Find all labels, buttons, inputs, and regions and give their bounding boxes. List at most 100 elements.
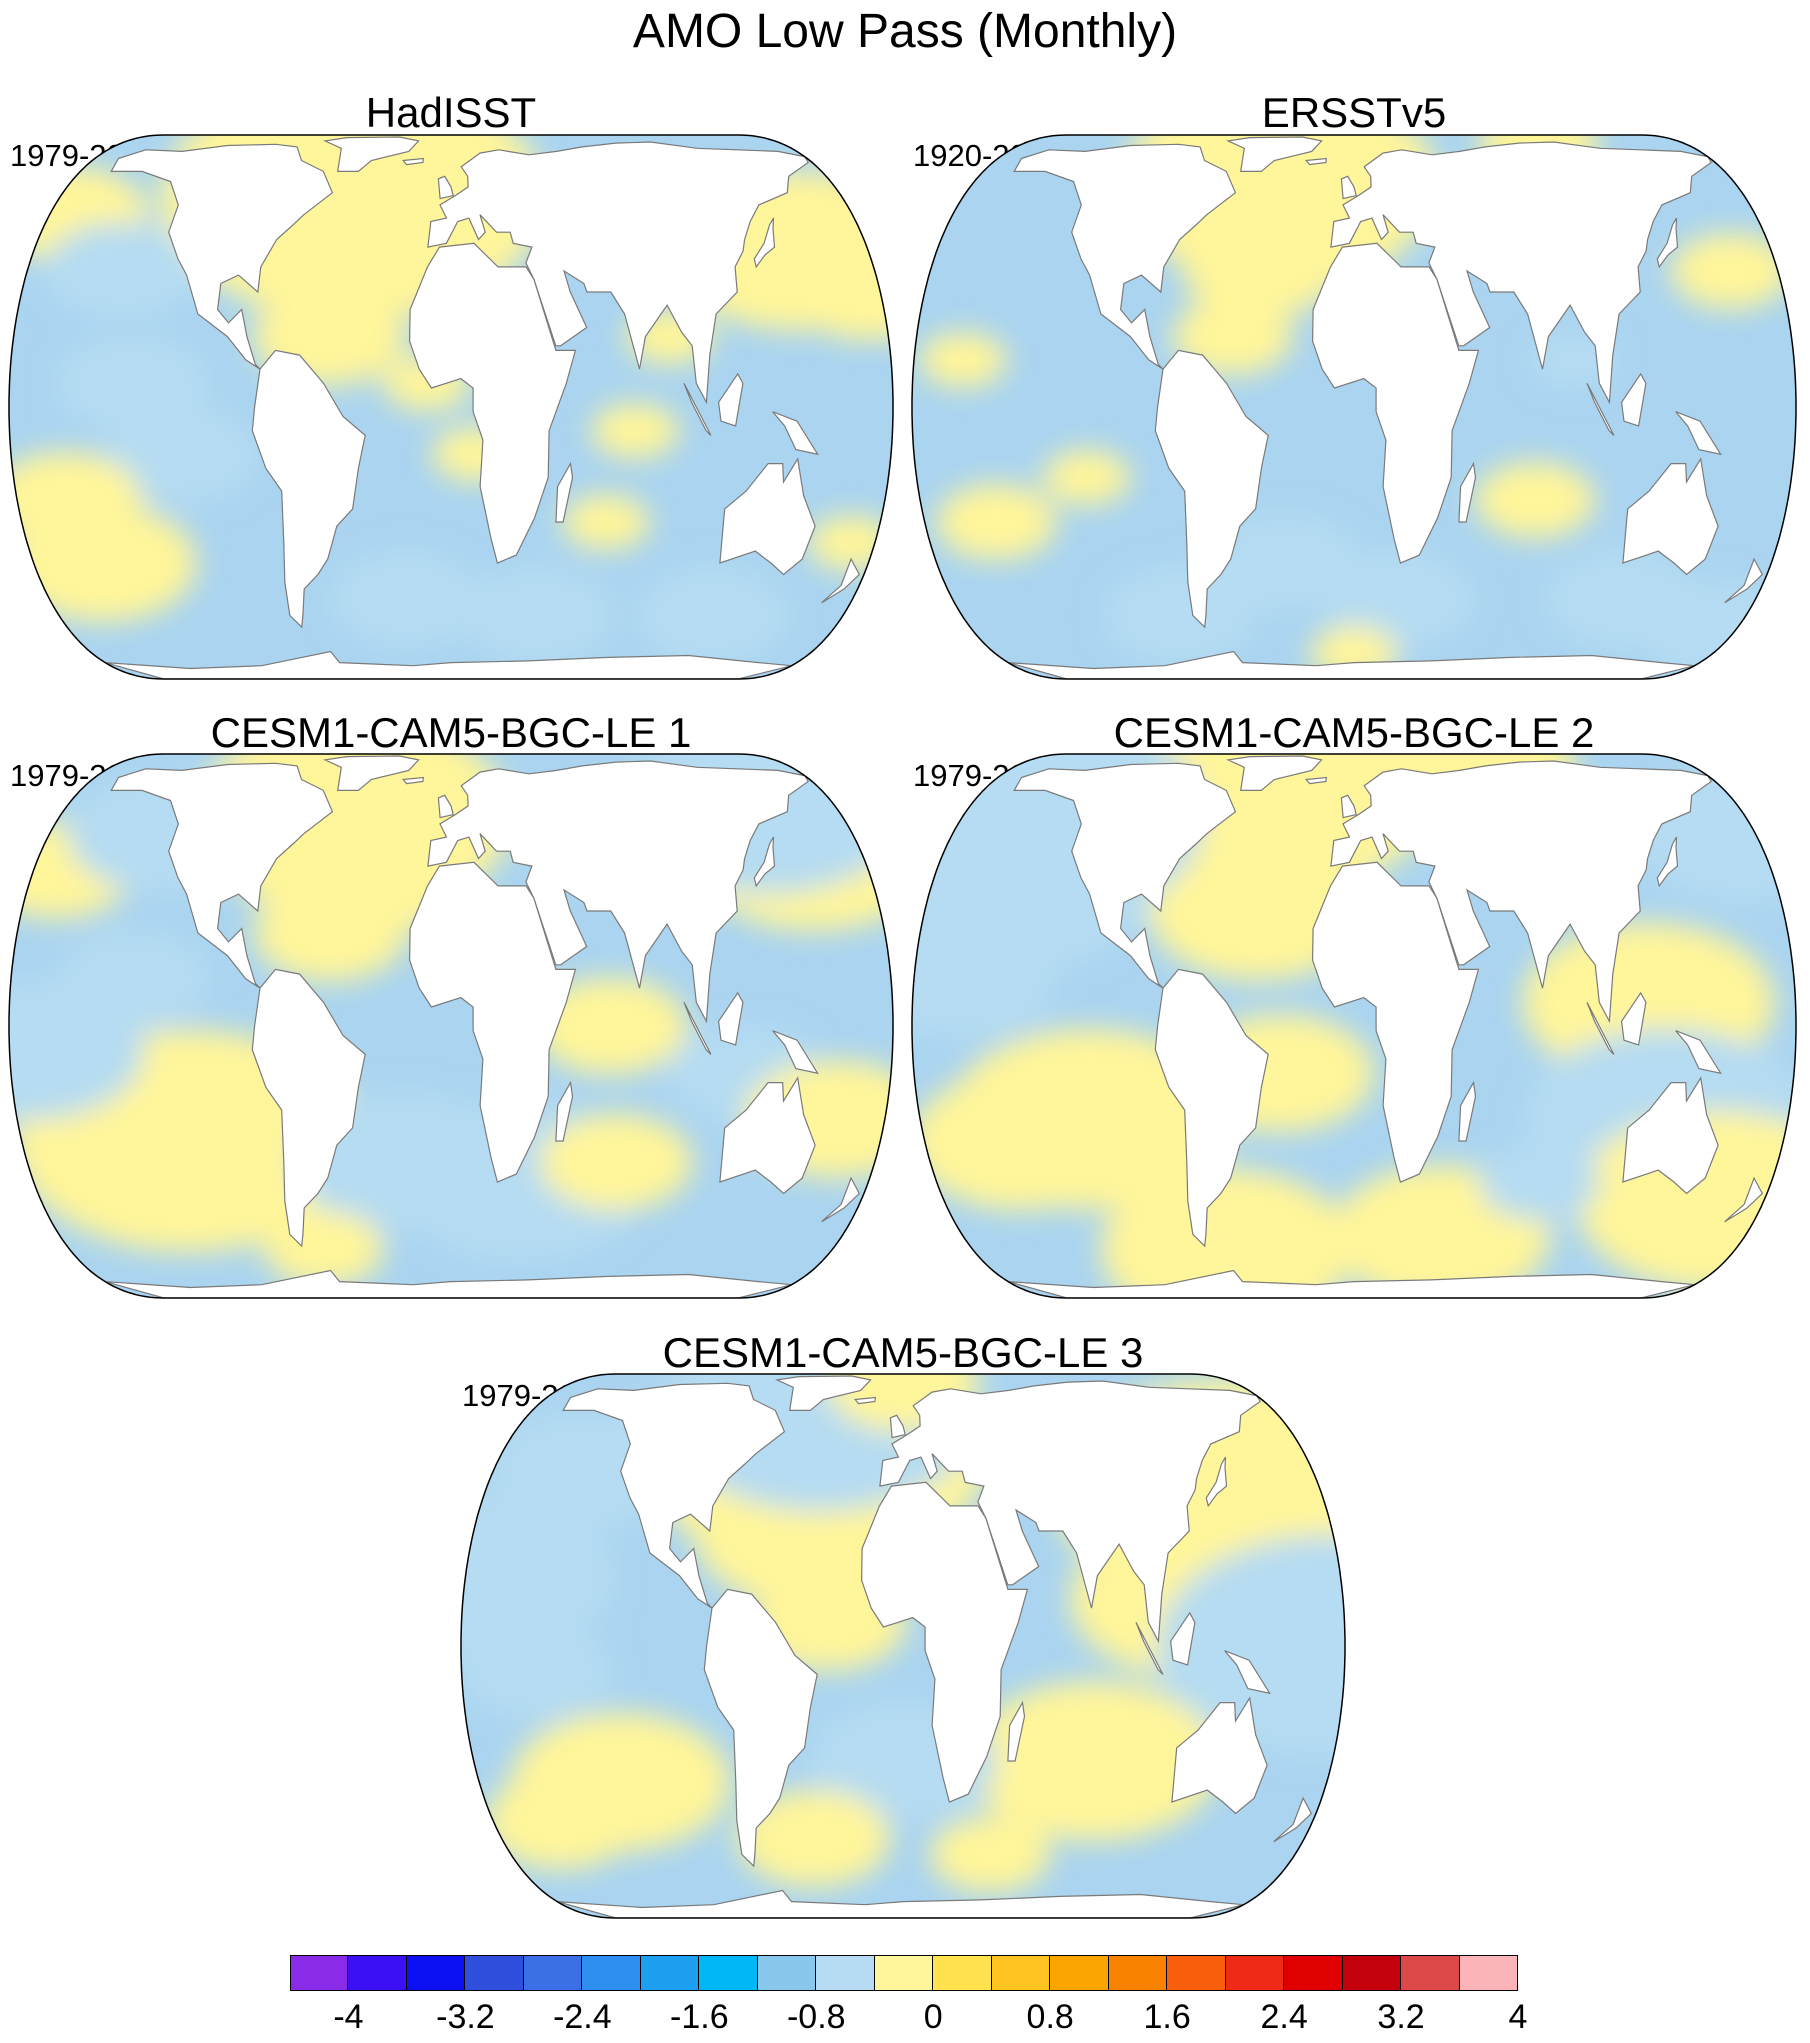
land-britain: [1340, 175, 1357, 200]
land-eurasia: [879, 1380, 1261, 1644]
anomaly-contour: [461, 1495, 616, 1656]
colorbar-box: [1167, 1955, 1226, 1991]
anomaly-contour: [539, 1113, 693, 1211]
colorbar-box: [348, 1955, 407, 1991]
map-border: [911, 753, 1797, 1299]
land-britain: [889, 1414, 906, 1439]
colorbar-box: [1459, 1955, 1518, 1991]
anomaly-contour: [1043, 449, 1131, 505]
panel-title-cesm-le-2: CESM1-CAM5-BGC-LE 2: [1113, 709, 1595, 756]
colorbar: [290, 1955, 1518, 1991]
map-cesm-le-3: [460, 1373, 1346, 1919]
anomaly-contour: [1157, 1534, 1345, 1758]
land-newguinea: [772, 411, 819, 456]
anomaly-contour: [461, 567, 615, 664]
land-namerica: [1013, 143, 1237, 370]
land-eurasia: [1330, 141, 1712, 405]
map-cesm-le-1: [8, 753, 894, 1299]
land-samerica: [251, 968, 366, 1248]
anomaly-contour: [9, 980, 144, 1119]
anomaly-contour: [1100, 1169, 1353, 1298]
figure-title: AMO Low Pass (Monthly): [632, 5, 1178, 58]
land-samerica: [1154, 349, 1269, 629]
anomaly-contour: [1322, 550, 1476, 648]
anomaly-contour: [967, 1681, 1220, 1841]
panel-title-cesm-le-3: CESM1-CAM5-BGC-LE 3: [662, 1329, 1144, 1376]
land-australia: [1622, 1076, 1719, 1195]
anomaly-contour: [329, 550, 483, 648]
colorbar-box: [523, 1955, 583, 1991]
land-newzealand: [1724, 557, 1764, 604]
land-antarctica: [1007, 1269, 1695, 1298]
anomaly-contour: [1208, 514, 1361, 612]
anomaly-contour: [930, 1816, 1051, 1893]
colorbar-box: [757, 1955, 817, 1991]
land-namerica: [562, 1382, 786, 1609]
colorbar-box: [640, 1955, 700, 1991]
land-antarctica: [104, 1269, 792, 1298]
colorbar-tick-label: 4: [1508, 1998, 1528, 2036]
land-borneo: [1620, 991, 1647, 1046]
land-australia: [1171, 1696, 1268, 1815]
land-newzealand: [821, 557, 861, 604]
land-greenland: [1226, 755, 1323, 791]
land-japan: [753, 836, 776, 888]
anomaly-contour: [791, 243, 893, 341]
anomaly-contour: [919, 332, 1007, 388]
map-hadisst: [8, 134, 894, 680]
map-border: [460, 1373, 1346, 1919]
land-antarctica: [1007, 650, 1695, 679]
land-borneo: [1620, 372, 1647, 427]
colorbar-box: [933, 1955, 992, 1991]
land-newzealand: [1724, 1176, 1764, 1223]
land-antarctica: [556, 1889, 1244, 1918]
land-iceland: [1305, 157, 1327, 166]
land-africa: [1311, 861, 1480, 1183]
colorbar-box: [1401, 1955, 1460, 1991]
land-namerica: [110, 762, 334, 989]
land-newzealand: [821, 1176, 861, 1223]
anomaly-contour: [10, 504, 197, 622]
land-sumatra: [1135, 1622, 1164, 1675]
anomaly-contour: [485, 1772, 638, 1870]
anomaly-contour: [1103, 567, 1257, 664]
colorbar-box: [1225, 1955, 1285, 1991]
anomaly-contour: [737, 1789, 891, 1887]
anomaly-contour: [562, 494, 650, 550]
land-newguinea: [1675, 411, 1722, 456]
panel-title-ersstv5: ERSSTv5: [1261, 89, 1447, 136]
anomaly-contour: [912, 1071, 1130, 1211]
land-iceland: [402, 157, 424, 166]
colorbar-box: [699, 1955, 758, 1991]
colorbar-tick-label: -2.4: [553, 1998, 612, 2036]
colorbar-tick-label: 0.8: [1026, 1998, 1074, 2036]
land-greenland: [323, 136, 420, 172]
land-africa: [860, 1481, 1029, 1803]
land-sumatra: [1586, 1002, 1615, 1055]
anomaly-contour: [1670, 233, 1791, 309]
land-australia: [719, 1076, 816, 1195]
land-samerica: [251, 349, 366, 629]
colorbar-box: [816, 1955, 875, 1991]
anomaly-contour: [1479, 1144, 1600, 1220]
land-borneo: [717, 991, 744, 1046]
anomaly-contour: [1474, 462, 1595, 538]
anomaly-contour: [1183, 222, 1337, 320]
colorbar-tick-label: 1.6: [1143, 1998, 1191, 2036]
land-madagascar: [1458, 461, 1477, 523]
land-britain: [1340, 794, 1357, 819]
anomaly-contour: [635, 567, 789, 664]
land-sumatra: [1586, 383, 1615, 436]
land-antarctica: [104, 650, 792, 679]
map-cesm-le-2: [911, 753, 1797, 1299]
land-eurasia: [427, 141, 809, 405]
anomaly-contour: [534, 977, 688, 1075]
anomaly-contour: [105, 405, 259, 503]
colorbar-tick-label: 0: [923, 1998, 943, 2036]
land-madagascar: [1458, 1080, 1477, 1142]
land-britain: [437, 175, 454, 200]
map-border: [8, 134, 894, 680]
land-eurasia: [1330, 760, 1712, 1024]
land-iceland: [402, 776, 424, 785]
land-madagascar: [1007, 1700, 1026, 1762]
